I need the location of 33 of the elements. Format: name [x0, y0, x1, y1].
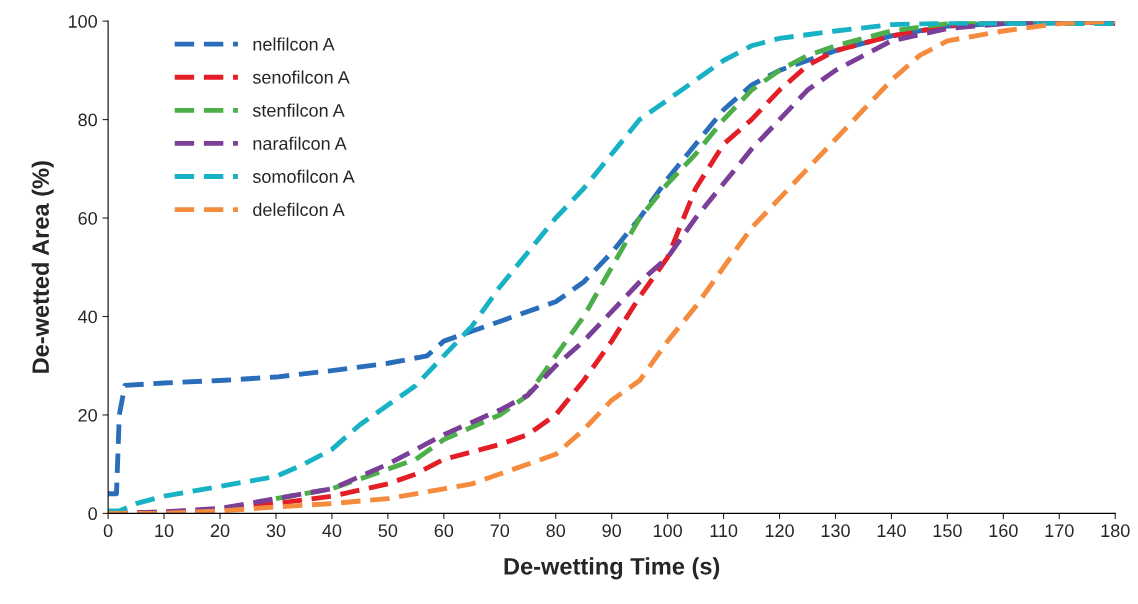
y-axis-title: De-wetted Area (%): [31, 161, 54, 373]
x-tick-label: 120: [765, 524, 794, 538]
legend-label: nelfilcon A: [253, 37, 335, 51]
x-tick-label: 0: [103, 524, 113, 538]
x-tick-label: 180: [1101, 524, 1130, 538]
legend-label: stenfilcon A: [252, 103, 345, 117]
x-tick-label: 110: [710, 524, 738, 538]
y-tick-label: 60: [78, 211, 97, 225]
x-tick-label: 140: [877, 524, 906, 538]
x-tick-label: 20: [210, 524, 230, 538]
x-tick-label: 170: [1045, 524, 1074, 538]
y-tick-label: 40: [78, 310, 97, 324]
legend-label: senofilcon A: [252, 70, 350, 84]
y-tick-label: 0: [88, 507, 97, 521]
x-tick-label: 30: [266, 524, 286, 538]
x-tick-label: 150: [933, 524, 962, 538]
x-tick-label: 100: [653, 524, 682, 538]
x-tick-label: 50: [378, 524, 398, 538]
y-tick-label: 100: [68, 15, 97, 28]
x-tick-label: 60: [434, 524, 454, 538]
y-tick-label: 20: [78, 408, 97, 422]
x-tick-label: 130: [821, 524, 850, 538]
legend-label: delefilcon A: [253, 202, 345, 217]
x-tick-label: 40: [322, 524, 342, 538]
x-tick-label: 70: [490, 524, 510, 538]
legend-label: somofilcon A: [252, 169, 355, 183]
x-tick-label: 10: [155, 524, 174, 538]
x-tick-label: 90: [602, 524, 622, 538]
x-axis-title: De-wetting Time (s): [504, 557, 720, 580]
x-tick-label: 80: [546, 524, 566, 538]
legend-label: narafilcon A: [253, 136, 347, 150]
y-tick-label: 80: [78, 113, 97, 127]
x-tick-label: 160: [989, 524, 1018, 538]
